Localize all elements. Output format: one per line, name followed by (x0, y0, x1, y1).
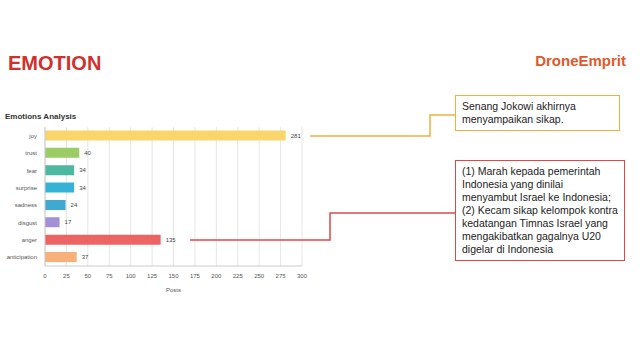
svg-text:Posts: Posts (166, 287, 181, 293)
svg-text:150: 150 (168, 273, 179, 279)
svg-text:200: 200 (211, 273, 222, 279)
svg-text:275: 275 (276, 273, 287, 279)
svg-text:225: 225 (233, 273, 244, 279)
svg-text:34: 34 (79, 185, 86, 191)
svg-text:250: 250 (254, 273, 265, 279)
svg-text:0: 0 (43, 273, 47, 279)
svg-text:anger: anger (22, 237, 37, 243)
svg-text:40: 40 (84, 150, 91, 156)
html-text:(1) Marah kepada pemerintah In: (1) Marah kepada pemerintah Indonesia ya… (462, 165, 611, 203)
svg-text:281: 281 (291, 133, 302, 139)
html-text:(2) Kecam sikap kelompok kontr: (2) Kecam sikap kelompok kontra kedatang… (462, 204, 618, 255)
svg-text:175: 175 (190, 273, 201, 279)
svg-text:125: 125 (147, 273, 158, 279)
html-text:DroneEmprit: DroneEmprit (535, 52, 626, 69)
svg-text:surprise: surprise (16, 185, 38, 191)
html-text:Emotions Analysis: Emotions Analysis (5, 112, 77, 121)
svg-text:anticipation: anticipation (8, 254, 37, 260)
svg-text:135: 135 (166, 237, 177, 243)
svg-text:joy: joy (28, 133, 37, 139)
svg-text:34: 34 (79, 167, 86, 173)
svg-text:disgust: disgust (18, 220, 37, 226)
svg-text:50: 50 (84, 273, 91, 279)
svg-text:fear: fear (27, 168, 37, 174)
svg-text:75: 75 (106, 273, 113, 279)
svg-text:sadness: sadness (15, 202, 37, 208)
svg-text:25: 25 (63, 273, 70, 279)
svg-text:trust: trust (25, 150, 37, 156)
svg-text:300: 300 (297, 273, 308, 279)
svg-text:37: 37 (82, 254, 89, 260)
html-text:Senang Jokowi akhirnya menyamp: Senang Jokowi akhirnya menyampaikan sika… (462, 100, 576, 125)
svg-text:17: 17 (65, 219, 72, 225)
svg-text:100: 100 (126, 273, 137, 279)
html-text:EMOTION: EMOTION (8, 52, 102, 74)
svg-text:24: 24 (71, 202, 78, 208)
